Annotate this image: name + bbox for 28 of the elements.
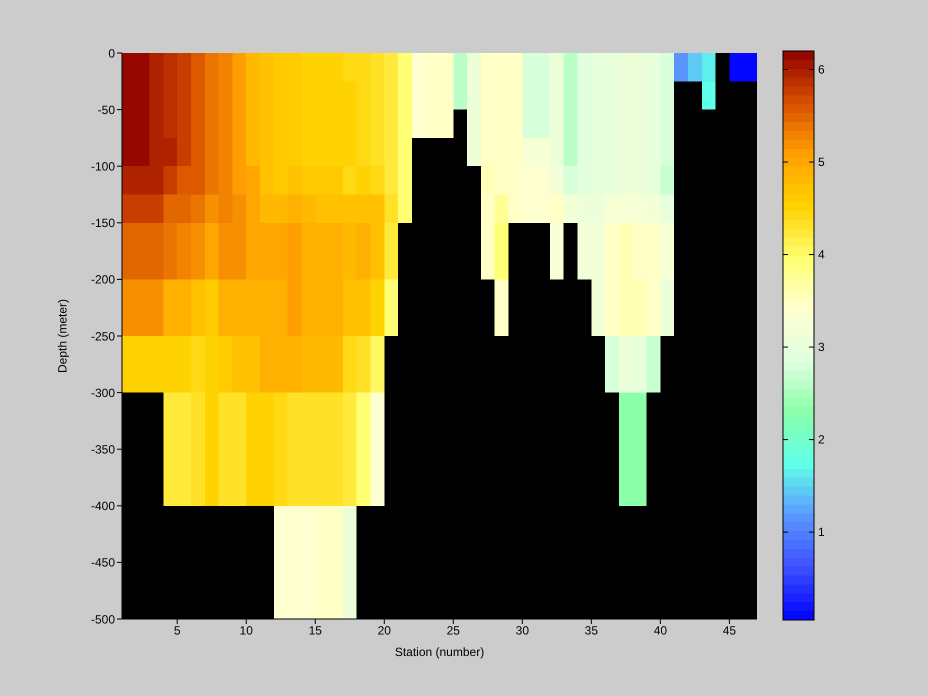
x-tick-label: 30 <box>516 624 530 638</box>
y-tick-label: -100 <box>90 159 116 174</box>
color-bar-label: 2 <box>818 432 825 447</box>
x-tick-label: 20 <box>378 624 392 638</box>
x-tick-label: 5 <box>174 624 181 638</box>
x-tick-label: 45 <box>722 624 736 638</box>
x-tick-label: 40 <box>654 624 668 638</box>
color-bar-label: 5 <box>818 155 825 170</box>
y-tick-label: -500 <box>90 612 116 626</box>
y-tick-label: -400 <box>90 499 116 514</box>
y-tick-label: -450 <box>90 556 116 570</box>
y-tick-label: -200 <box>90 272 116 287</box>
y-tick-label: 0 <box>108 46 116 60</box>
x-axis-title: Station (number) <box>394 645 484 659</box>
color-bar-label: 4 <box>818 248 825 262</box>
color-bar-label: 6 <box>818 62 825 77</box>
y-tick-label: -50 <box>98 102 116 117</box>
x-tick-label: 35 <box>584 624 598 638</box>
color-bar-label: 3 <box>818 340 825 354</box>
x-tick-label: 15 <box>308 624 322 638</box>
y-axis-title: Depth (meter) <box>55 298 70 374</box>
x-tick-label: 25 <box>446 624 460 638</box>
x-tick-label: 10 <box>240 624 254 638</box>
y-tick-label: -250 <box>90 329 116 344</box>
y-tick-label: -350 <box>90 442 116 456</box>
y-tick-label: -150 <box>90 216 116 230</box>
y-tick-label: -300 <box>90 386 116 400</box>
color-bar-label: 1 <box>818 525 825 540</box>
